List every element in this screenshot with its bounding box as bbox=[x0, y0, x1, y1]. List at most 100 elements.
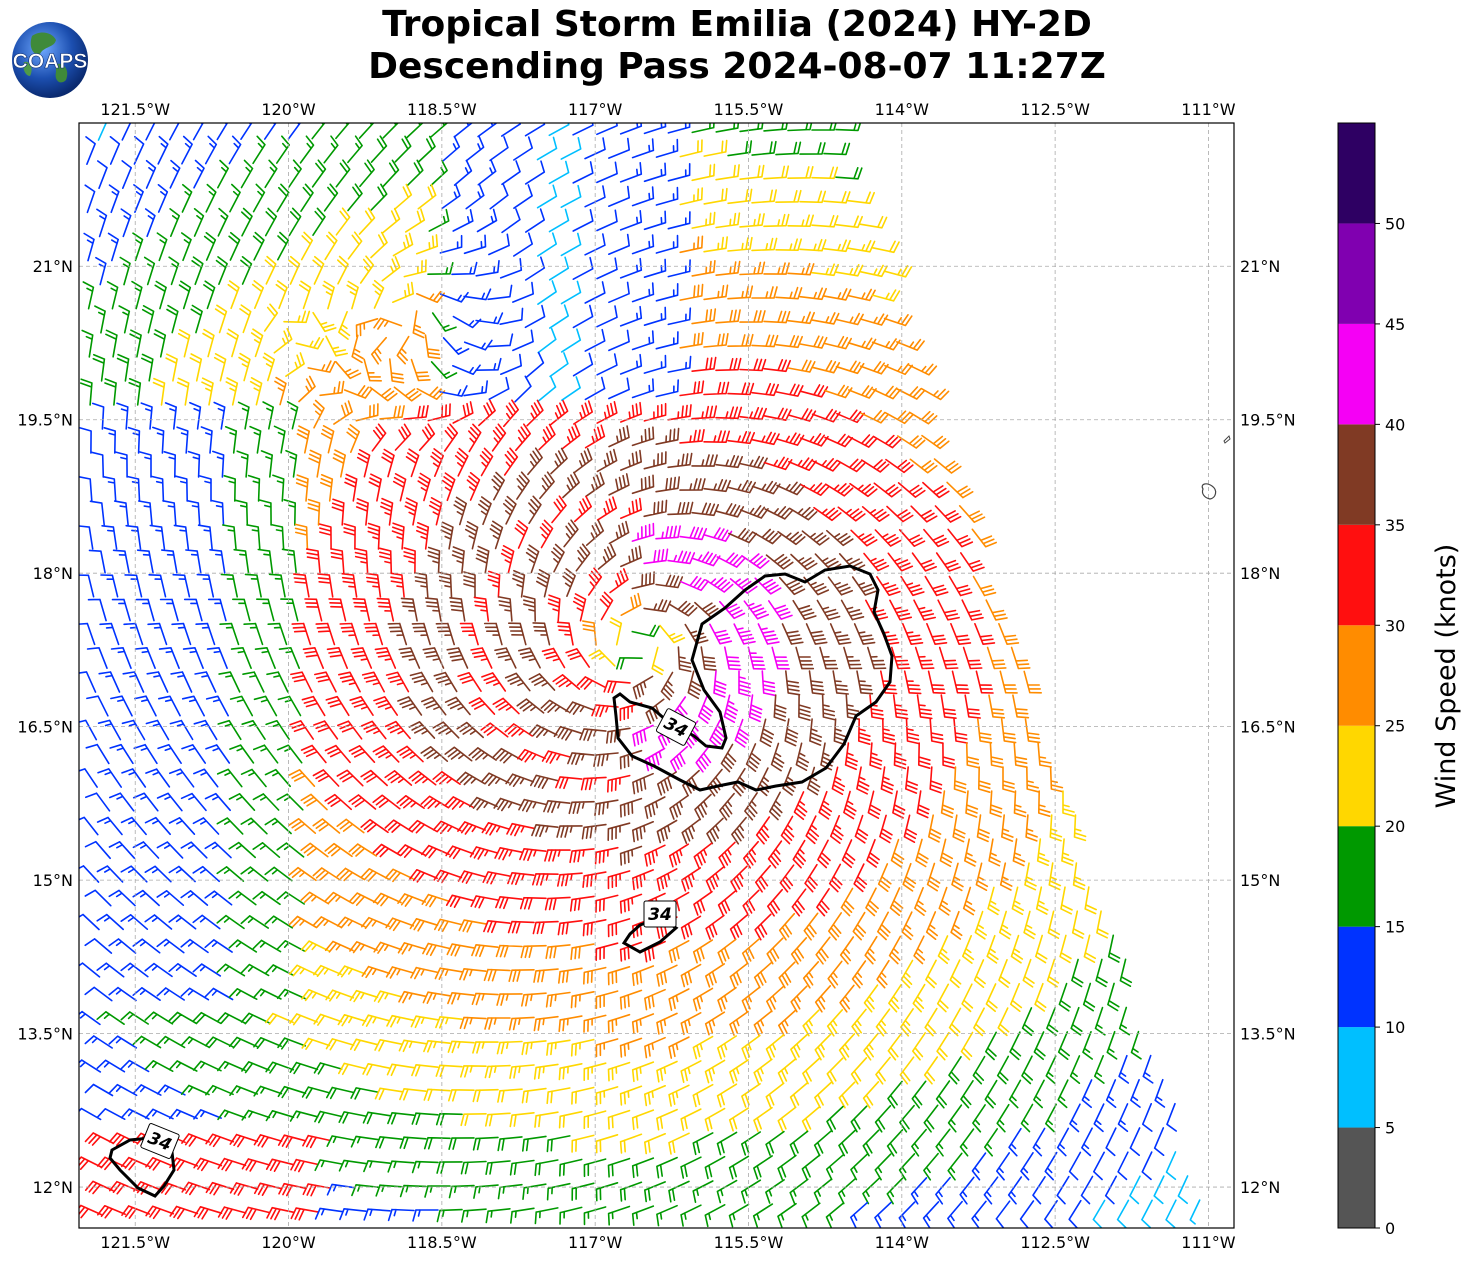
wind-barb bbox=[228, 231, 241, 261]
wind-barb bbox=[132, 1084, 162, 1096]
wind-barb bbox=[513, 232, 533, 257]
wind-barb bbox=[922, 481, 950, 499]
wind-barb bbox=[524, 160, 546, 185]
wind-barb bbox=[835, 360, 865, 375]
wind-barb bbox=[217, 207, 229, 237]
wind-barb bbox=[411, 1112, 439, 1126]
wind-barb bbox=[458, 919, 487, 933]
wind-barb bbox=[584, 137, 606, 160]
wind-barb bbox=[496, 1040, 523, 1055]
wind-barb bbox=[465, 135, 485, 162]
wind-barb bbox=[693, 842, 713, 869]
wind-barb bbox=[799, 142, 826, 155]
wind-barb bbox=[958, 505, 986, 523]
wind-barb bbox=[325, 335, 348, 357]
wind-barb bbox=[1116, 1199, 1130, 1228]
wind-barb bbox=[935, 1176, 951, 1205]
wind-barb bbox=[216, 123, 229, 141]
wind-barb bbox=[178, 280, 192, 310]
wind-barb bbox=[813, 1178, 833, 1205]
wind-barb bbox=[125, 524, 142, 550]
wind-barb bbox=[971, 1200, 987, 1228]
wind-barb bbox=[1129, 1127, 1141, 1157]
lat-tick-right: 16.5°N bbox=[1240, 718, 1296, 737]
wind-barb bbox=[680, 963, 702, 988]
wind-barb bbox=[1118, 1006, 1131, 1036]
wind-barb bbox=[181, 1181, 211, 1196]
wind-barb bbox=[205, 695, 229, 717]
wind-barb bbox=[506, 822, 535, 837]
wind-barb bbox=[150, 475, 165, 502]
wind-barb bbox=[643, 402, 667, 422]
wind-barb bbox=[632, 772, 654, 795]
wind-barb bbox=[322, 280, 335, 310]
wind-barb bbox=[264, 207, 278, 237]
wind-barb bbox=[180, 1084, 210, 1096]
wind-barb bbox=[232, 598, 251, 622]
wind-barb bbox=[115, 451, 128, 478]
wind-barb bbox=[727, 188, 753, 205]
wind-barb bbox=[741, 1131, 761, 1156]
wind-barb bbox=[775, 286, 803, 300]
wind-barb bbox=[435, 622, 455, 646]
wind-barb bbox=[169, 719, 194, 741]
wind-barb bbox=[877, 911, 891, 941]
lon-tick-top: 112.5°W bbox=[1020, 100, 1090, 119]
colorbar-bin bbox=[1338, 223, 1375, 324]
wind-barb bbox=[446, 647, 469, 669]
wind-barb bbox=[302, 1134, 331, 1149]
wind-barb bbox=[479, 447, 494, 477]
wind-barb bbox=[691, 502, 719, 517]
wind-barb bbox=[608, 137, 630, 159]
wind-barb bbox=[273, 327, 293, 354]
wind-barb bbox=[229, 1182, 259, 1196]
wind-barb bbox=[1081, 1127, 1093, 1157]
wind-barb bbox=[643, 162, 667, 183]
wind-barb bbox=[703, 333, 729, 348]
wind-barb bbox=[405, 448, 420, 478]
wind-barb bbox=[1035, 886, 1049, 915]
wind-barb bbox=[845, 694, 860, 720]
wind-barb bbox=[408, 721, 436, 739]
wind-barb bbox=[728, 1155, 750, 1180]
wind-barb bbox=[97, 719, 122, 741]
wind-barb bbox=[324, 891, 354, 905]
wind-barb bbox=[456, 721, 484, 739]
wind-barb bbox=[763, 310, 791, 324]
wind-barb bbox=[267, 622, 288, 646]
wind-barb bbox=[1037, 742, 1052, 768]
wind-barb bbox=[376, 597, 395, 622]
wind-barb bbox=[693, 890, 713, 916]
wind-barb bbox=[156, 232, 168, 262]
wind-barb bbox=[504, 672, 531, 692]
wind-barb bbox=[631, 1205, 655, 1226]
wind-barb bbox=[230, 647, 252, 669]
wind-barb bbox=[763, 213, 790, 228]
wind-barb bbox=[181, 135, 193, 165]
wind-barb bbox=[715, 212, 741, 229]
wind-barb bbox=[349, 696, 374, 716]
wind-barb bbox=[643, 451, 667, 470]
wind-barb bbox=[727, 382, 755, 396]
wind-barb bbox=[144, 914, 173, 930]
wind-barb bbox=[763, 123, 788, 132]
wind-barb bbox=[838, 1033, 856, 1061]
wind-barb bbox=[180, 890, 209, 906]
wind-barb bbox=[811, 123, 837, 131]
wind-barb bbox=[899, 1056, 915, 1085]
wind-barb bbox=[374, 1087, 403, 1101]
wind-barb bbox=[691, 356, 717, 372]
wind-barb bbox=[110, 647, 132, 669]
wind-barb bbox=[801, 1106, 821, 1133]
wind-barb bbox=[1093, 1103, 1105, 1133]
wind-barb bbox=[748, 694, 763, 723]
wind-barb bbox=[1071, 910, 1085, 939]
wind-barb bbox=[565, 648, 590, 668]
wind-barb bbox=[165, 353, 178, 382]
wind-barb bbox=[571, 1182, 595, 1201]
wind-barb bbox=[887, 1080, 903, 1109]
wind-barb bbox=[487, 284, 513, 301]
wind-barb bbox=[787, 123, 813, 132]
wind-barb bbox=[276, 891, 305, 905]
wind-barb bbox=[883, 265, 913, 278]
